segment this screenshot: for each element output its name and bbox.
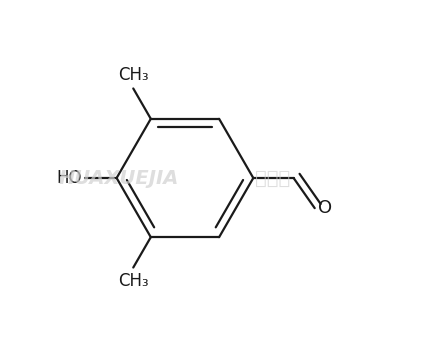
- Text: CH₃: CH₃: [118, 272, 149, 290]
- Text: O: O: [318, 199, 332, 217]
- Text: HO: HO: [57, 169, 82, 187]
- Text: 化学加: 化学加: [255, 168, 290, 188]
- Text: CH₃: CH₃: [118, 66, 149, 84]
- Text: HUAXUEJIA: HUAXUEJIA: [59, 168, 179, 188]
